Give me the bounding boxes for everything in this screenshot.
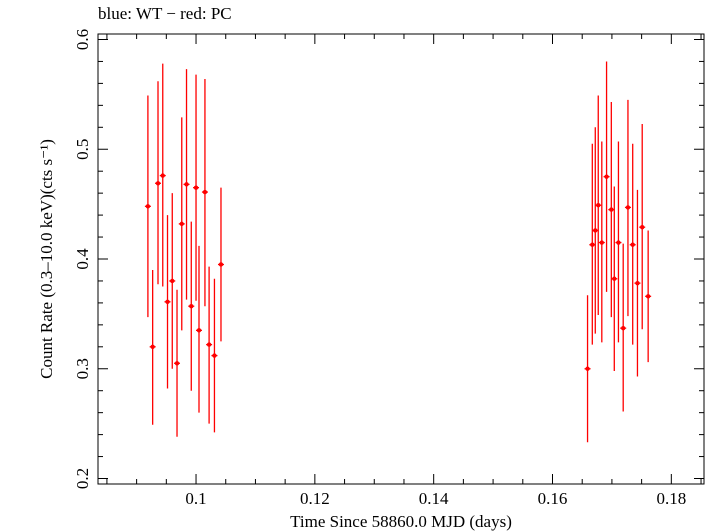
data-point xyxy=(593,228,598,233)
x-tick-label: 0.14 xyxy=(419,489,449,508)
data-point xyxy=(596,203,601,208)
y-axis-ticks: 0.2 0.3 0.4 0.5 0.6 xyxy=(73,29,704,489)
chart-title: blue: WT − red: PC xyxy=(98,4,232,23)
data-point xyxy=(170,278,175,284)
y-tick-label: 0.3 xyxy=(73,358,92,379)
x-tick-label: 0.1 xyxy=(185,489,206,508)
data-point xyxy=(189,303,194,309)
data-point xyxy=(184,182,189,187)
data-point xyxy=(160,173,165,178)
data-point xyxy=(196,328,202,333)
data-point xyxy=(590,242,595,247)
data-point xyxy=(585,366,590,371)
data-point xyxy=(179,221,184,227)
data-point xyxy=(150,344,155,350)
data-point xyxy=(640,224,645,230)
data-point xyxy=(206,342,212,347)
x-axis-ticks: 0.1 0.12 0.14 0.16 0.18 xyxy=(106,34,702,508)
data-point xyxy=(212,353,217,358)
x-axis-label: Time Since 58860.0 MJD (days) xyxy=(290,512,512,531)
y-tick-label: 0.6 xyxy=(73,29,92,50)
x-tick-label: 0.18 xyxy=(656,489,686,508)
data-point xyxy=(174,361,180,366)
data-points xyxy=(144,173,652,371)
data-point xyxy=(621,325,626,331)
x-tick-label: 0.16 xyxy=(538,489,568,508)
error-bars xyxy=(147,61,649,443)
data-point xyxy=(645,294,651,299)
plot-frame xyxy=(97,33,705,485)
y-tick-label: 0.2 xyxy=(73,468,92,489)
data-point xyxy=(609,207,614,212)
data-point xyxy=(145,204,151,209)
data-point xyxy=(604,174,609,179)
data-point xyxy=(599,240,605,245)
data-point xyxy=(193,185,199,190)
data-point xyxy=(612,276,617,281)
data-point xyxy=(202,189,208,195)
data-point xyxy=(635,280,640,286)
data-point xyxy=(625,205,631,210)
data-point xyxy=(616,240,621,245)
data-point xyxy=(155,181,161,186)
x-tick-label: 0.12 xyxy=(300,489,330,508)
y-tick-label: 0.5 xyxy=(73,139,92,160)
data-point xyxy=(630,242,635,247)
data-point xyxy=(218,262,224,267)
y-axis-label: Count Rate (0.3–10.0 keV)(cts s⁻¹) xyxy=(37,139,56,379)
y-tick-label: 0.4 xyxy=(73,248,92,270)
data-point xyxy=(165,299,170,305)
